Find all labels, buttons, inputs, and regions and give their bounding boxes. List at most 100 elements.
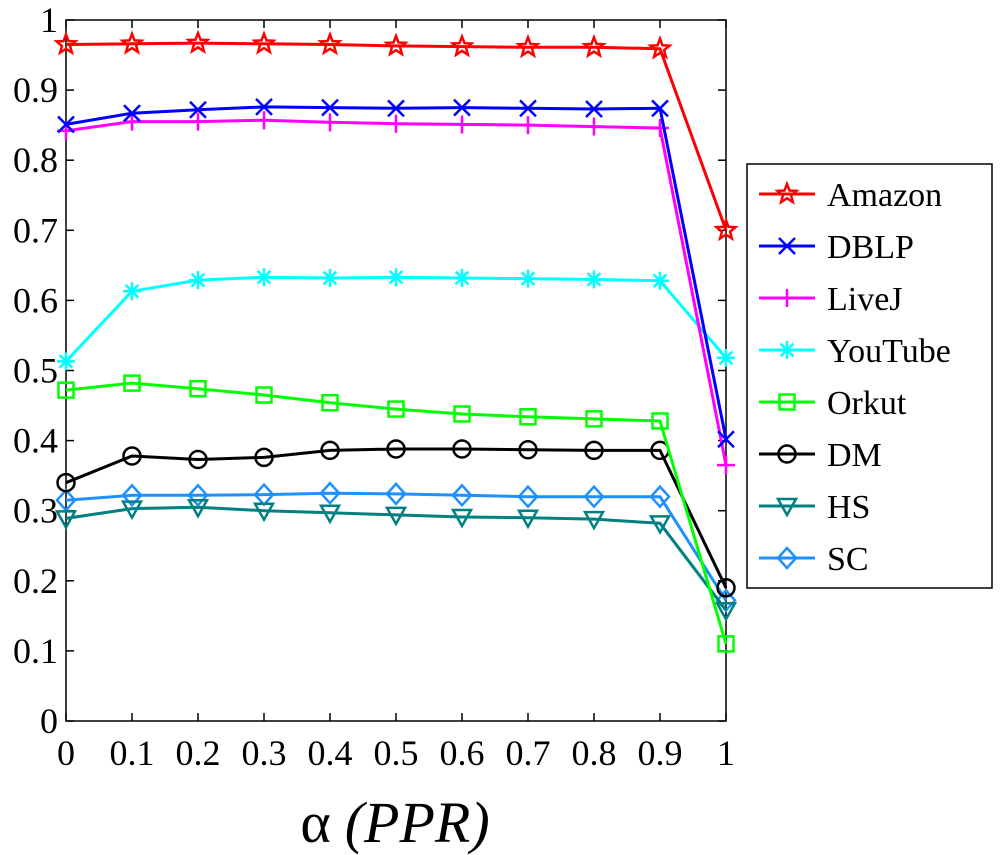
data-point-dm bbox=[320, 440, 340, 461]
data-point-hs bbox=[648, 515, 672, 535]
series-hs bbox=[54, 498, 738, 622]
legend-label-livej: LiveJ bbox=[827, 281, 903, 318]
x-axis: 0 0.1 0.2 0.3 0.4 0.5 0.6 0.7 0.8 0.9 1 bbox=[57, 20, 735, 773]
x-tick-label: 0.3 bbox=[242, 733, 287, 773]
data-point-hs bbox=[252, 502, 276, 523]
data-point-dm bbox=[452, 439, 472, 459]
data-point-dm bbox=[716, 578, 736, 598]
series-youtube bbox=[57, 268, 735, 371]
data-point-youtube bbox=[255, 268, 273, 287]
data-point-orkut bbox=[321, 393, 339, 412]
data-point-amazon bbox=[251, 30, 277, 55]
data-point-hs bbox=[318, 504, 342, 525]
y-tick-label: 0.4 bbox=[13, 421, 58, 461]
x-tick-label: 1 bbox=[717, 733, 735, 773]
series-dblp bbox=[57, 98, 735, 449]
legend-label-sc: SC bbox=[827, 541, 869, 578]
legend-box bbox=[746, 163, 993, 589]
data-point-orkut bbox=[57, 381, 75, 399]
data-point-dblp bbox=[651, 99, 669, 118]
series-line-hs bbox=[65, 505, 728, 612]
legend-entry-hs: HS bbox=[759, 489, 870, 526]
data-point-hs bbox=[384, 506, 408, 527]
data-point-dblp bbox=[123, 104, 141, 123]
data-point-livej bbox=[255, 111, 273, 130]
legend-label-orkut: Orkut bbox=[827, 385, 907, 422]
data-point-dm bbox=[122, 446, 142, 466]
data-point-orkut bbox=[717, 635, 735, 653]
data-point-livej bbox=[651, 118, 669, 137]
x-tick-label: 0.9 bbox=[638, 733, 683, 773]
data-point-dblp bbox=[321, 98, 339, 117]
data-point-amazon bbox=[713, 216, 739, 242]
data-point-orkut bbox=[255, 386, 273, 404]
data-point-livej bbox=[387, 114, 405, 133]
data-point-hs bbox=[714, 601, 738, 622]
data-point-amazon bbox=[449, 33, 475, 58]
data-point-youtube bbox=[387, 268, 405, 287]
data-point-livej bbox=[123, 112, 141, 131]
data-point-amazon bbox=[383, 32, 409, 57]
y-tick-label: 1 bbox=[40, 0, 58, 40]
x-axis-unit: (PPR) bbox=[345, 790, 490, 855]
legend-label-hs: HS bbox=[827, 489, 870, 526]
data-point-orkut bbox=[387, 400, 405, 418]
data-point-dm bbox=[188, 449, 208, 470]
legend-label-dblp: DBLP bbox=[827, 229, 914, 266]
data-point-hs bbox=[582, 510, 606, 531]
x-tick-label: 0.7 bbox=[506, 733, 551, 773]
data-point-hs bbox=[54, 510, 78, 530]
data-point-dblp bbox=[255, 98, 273, 116]
y-tick-label: 0.2 bbox=[13, 561, 58, 601]
data-point-youtube bbox=[519, 269, 537, 288]
legend-marker-youtube bbox=[778, 341, 796, 359]
legend-marker-sc bbox=[776, 546, 798, 570]
data-point-livej bbox=[189, 112, 207, 131]
data-point-dm bbox=[386, 439, 406, 459]
data-point-orkut bbox=[453, 405, 471, 423]
x-axis-title: α (PPR) bbox=[300, 790, 489, 855]
data-point-orkut bbox=[189, 379, 207, 398]
data-point-livej bbox=[453, 115, 471, 134]
series-line-orkut bbox=[65, 381, 728, 645]
data-point-sc bbox=[121, 483, 143, 508]
series-line-dm bbox=[65, 447, 728, 589]
data-point-amazon bbox=[581, 33, 607, 59]
data-point-youtube bbox=[453, 268, 471, 287]
data-point-sc bbox=[715, 588, 737, 613]
series-amazon bbox=[53, 29, 739, 242]
data-point-livej bbox=[321, 113, 339, 132]
y-tick-label: 0 bbox=[40, 701, 58, 741]
y-tick-label: 0.8 bbox=[13, 140, 58, 180]
data-point-orkut bbox=[519, 408, 537, 426]
data-point-amazon bbox=[185, 29, 211, 55]
data-point-hs bbox=[120, 500, 144, 521]
data-point-hs bbox=[186, 498, 210, 519]
legend-entry-dm: DM bbox=[759, 437, 882, 474]
series-dm bbox=[56, 439, 736, 598]
data-point-hs bbox=[450, 508, 474, 529]
legend-label-youtube: YouTube bbox=[827, 333, 951, 370]
data-point-sc bbox=[649, 484, 671, 509]
data-point-dblp bbox=[519, 99, 537, 118]
data-point-dm bbox=[254, 447, 274, 468]
data-point-orkut bbox=[585, 410, 603, 428]
data-point-livej bbox=[519, 116, 537, 135]
data-point-dblp bbox=[453, 98, 471, 117]
series-layer bbox=[53, 29, 739, 653]
legend-entry-youtube: YouTube bbox=[759, 333, 951, 370]
data-point-dm bbox=[56, 472, 76, 493]
data-point-youtube bbox=[57, 352, 75, 371]
data-point-youtube bbox=[321, 268, 339, 287]
x-axis-symbol: α bbox=[300, 790, 330, 855]
x-tick-label: 0.1 bbox=[110, 733, 155, 773]
data-point-amazon bbox=[53, 30, 79, 56]
data-point-youtube bbox=[123, 282, 141, 301]
legend-label-dm: DM bbox=[827, 437, 882, 474]
series-sc bbox=[55, 481, 737, 613]
x-tick-label: 0.8 bbox=[572, 733, 617, 773]
data-point-livej bbox=[717, 456, 735, 475]
data-point-sc bbox=[451, 483, 473, 508]
data-point-dm bbox=[518, 439, 538, 460]
